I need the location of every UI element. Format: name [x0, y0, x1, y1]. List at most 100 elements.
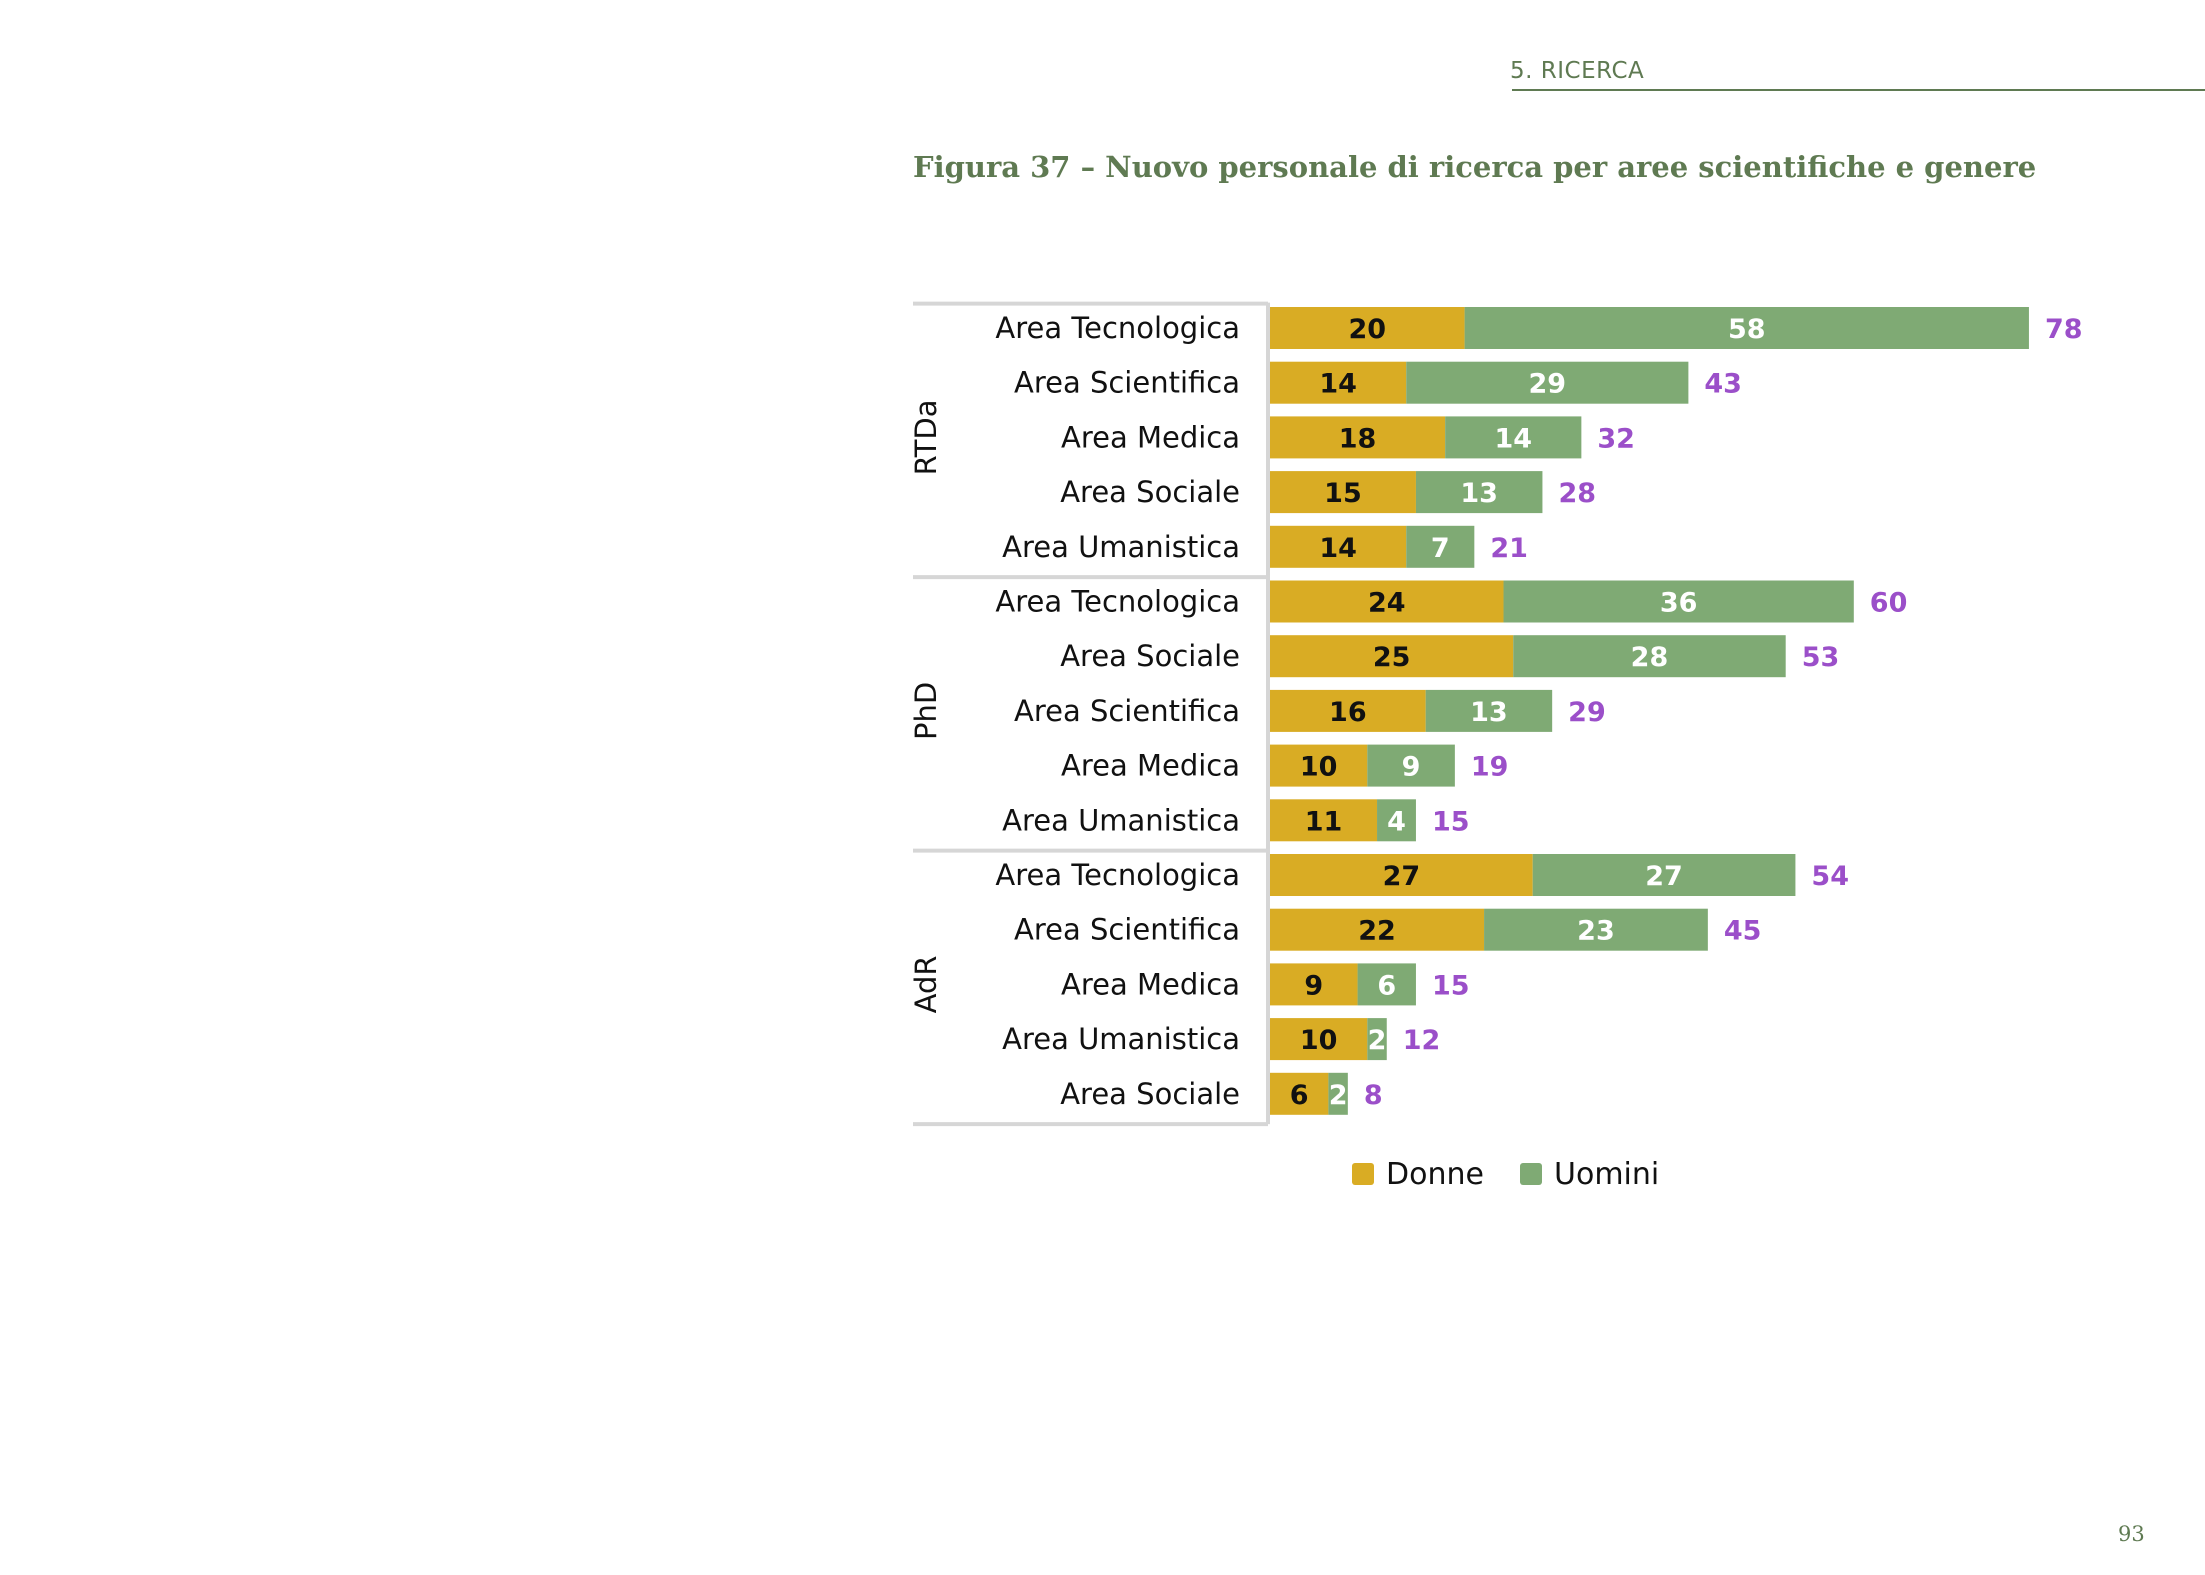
bar-donne — [1270, 908, 1485, 951]
group-label: PhD — [909, 682, 943, 740]
bar-uomini — [1406, 525, 1475, 568]
bar-donne — [1270, 799, 1378, 842]
legend-label-uomini: Uomini — [1554, 1157, 1659, 1192]
value-label-donne: 27 — [1383, 861, 1421, 892]
bar-donne — [1270, 635, 1514, 678]
legend-swatch-donne — [1352, 1163, 1374, 1185]
value-label-uomini: 29 — [1529, 369, 1567, 400]
value-label-uomini: 23 — [1577, 916, 1615, 947]
legend-label-donne: Donne — [1386, 1157, 1484, 1192]
value-label-donne: 18 — [1339, 423, 1377, 454]
category-label: Area Umanistica — [1002, 530, 1240, 564]
category-label: Area Umanistica — [1002, 1022, 1240, 1056]
value-label-donne: 24 — [1368, 588, 1406, 619]
bar-uomini — [1484, 908, 1708, 951]
figure-title: Figura 37 – Nuovo personale di ricerca p… — [913, 150, 2037, 184]
bar-uomini — [1377, 799, 1416, 842]
value-label-total: 21 — [1490, 533, 1528, 564]
bar-donne — [1270, 1018, 1368, 1061]
bar-uomini — [1464, 307, 2029, 349]
value-label-total: 53 — [1802, 642, 1840, 673]
bar-uomini — [1445, 416, 1582, 459]
value-label-total: 19 — [1471, 752, 1509, 783]
category-label: Area Scientifica — [1014, 694, 1240, 728]
value-label-total: 43 — [1704, 369, 1742, 400]
bar-uomini — [1357, 963, 1416, 1006]
value-label-total: 12 — [1403, 1025, 1441, 1056]
value-label-total: 29 — [1568, 697, 1606, 728]
value-label-uomini: 4 — [1387, 806, 1406, 837]
value-label-uomini: 36 — [1660, 588, 1698, 619]
legend-swatch-uomini — [1520, 1163, 1542, 1185]
value-label-uomini: 58 — [1728, 314, 1766, 345]
category-label: Area Tecnologica — [995, 858, 1240, 892]
value-label-total: 32 — [1597, 423, 1635, 454]
bar-donne — [1270, 580, 1504, 623]
value-label-donne: 25 — [1373, 642, 1411, 673]
value-label-uomini: 14 — [1494, 423, 1532, 454]
bar-uomini — [1406, 361, 1689, 404]
category-label: Area Sociale — [1060, 475, 1240, 509]
bar-donne — [1270, 1072, 1329, 1115]
value-label-uomini: 7 — [1431, 533, 1450, 564]
bar-uomini — [1367, 1018, 1387, 1061]
bar-uomini — [1425, 689, 1553, 732]
value-label-total: 60 — [1870, 588, 1908, 619]
bar-uomini — [1328, 1072, 1348, 1115]
category-label: Area Medica — [1061, 420, 1240, 454]
value-label-uomini: 6 — [1377, 970, 1396, 1001]
category-label: Area Umanistica — [1002, 803, 1240, 837]
value-label-donne: 16 — [1329, 697, 1367, 728]
value-label-total: 78 — [2045, 314, 2083, 345]
bar-uomini — [1503, 580, 1854, 623]
bar-uomini — [1532, 854, 1796, 896]
category-label: Area Scientifica — [1014, 913, 1240, 947]
group-label: RTDa — [909, 399, 943, 475]
value-label-total: 15 — [1432, 970, 1470, 1001]
value-label-donne: 10 — [1300, 752, 1338, 783]
category-label: Area Sociale — [1060, 639, 1240, 673]
bar-donne — [1270, 744, 1368, 787]
value-label-uomini: 2 — [1329, 1080, 1348, 1111]
category-label: Area Medica — [1061, 749, 1240, 783]
bar-donne — [1270, 963, 1358, 1006]
category-label: Area Tecnologica — [995, 585, 1240, 619]
value-label-total: 8 — [1364, 1080, 1383, 1111]
value-label-total: 54 — [1811, 861, 1849, 892]
group-label: AdR — [909, 955, 943, 1013]
value-label-donne: 22 — [1358, 916, 1396, 947]
value-label-uomini: 13 — [1460, 478, 1498, 509]
bar-donne — [1270, 525, 1407, 568]
value-label-total: 15 — [1432, 806, 1470, 837]
value-label-donne: 20 — [1349, 314, 1387, 345]
value-label-total: 45 — [1724, 916, 1762, 947]
category-label: Area Medica — [1061, 967, 1240, 1001]
header-rule — [1512, 89, 2205, 91]
value-label-donne: 9 — [1304, 970, 1323, 1001]
bar-donne — [1270, 854, 1533, 896]
bar-donne — [1270, 361, 1407, 404]
bar-donne — [1270, 307, 1465, 349]
value-label-donne: 15 — [1324, 478, 1362, 509]
bar-uomini — [1513, 635, 1786, 678]
value-label-donne: 10 — [1300, 1025, 1338, 1056]
value-label-uomini: 27 — [1645, 861, 1683, 892]
value-label-uomini: 28 — [1631, 642, 1669, 673]
bar-uomini — [1415, 471, 1543, 514]
value-label-total: 28 — [1558, 478, 1596, 509]
value-label-uomini: 9 — [1402, 752, 1421, 783]
value-label-donne: 14 — [1319, 533, 1357, 564]
value-label-uomini: 13 — [1470, 697, 1508, 728]
page-number: 93 — [2118, 1522, 2145, 1546]
bar-donne — [1270, 471, 1416, 514]
bar-uomini — [1367, 744, 1455, 787]
category-label: Area Sociale — [1060, 1077, 1240, 1111]
bar-donne — [1270, 689, 1426, 732]
value-label-uomini: 2 — [1368, 1025, 1387, 1056]
section-header: 5. RICERCA — [1510, 58, 1645, 84]
value-label-donne: 14 — [1319, 369, 1357, 400]
value-label-donne: 11 — [1305, 806, 1343, 837]
category-label: Area Scientifica — [1014, 366, 1240, 400]
category-label: Area Tecnologica — [995, 311, 1240, 345]
